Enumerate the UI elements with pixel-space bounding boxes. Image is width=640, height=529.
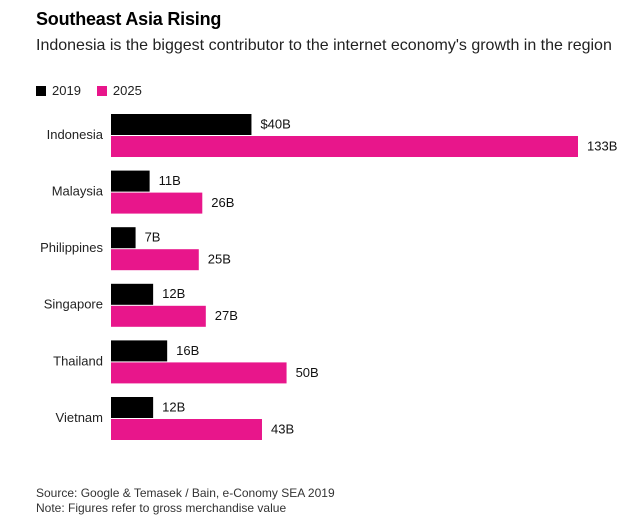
data-label-thailand-2019: 16B xyxy=(176,343,199,358)
category-label-malaysia: Malaysia xyxy=(52,184,104,199)
bar-indonesia-2019 xyxy=(111,114,252,135)
legend-swatch-2025 xyxy=(96,85,107,96)
bar-malaysia-2019 xyxy=(111,170,150,192)
chart-subtitle: Indonesia is the biggest contributor to … xyxy=(36,37,612,54)
footnote: Note: Figures refer to gross merchandise… xyxy=(36,501,287,515)
legend-item-2025: 2025 xyxy=(96,83,142,98)
bar-malaysia-2025 xyxy=(111,192,203,214)
chart-footer: Source: Google & Temasek / Bain, e-Conom… xyxy=(36,486,335,516)
data-label-thailand-2025: 50B xyxy=(296,365,319,380)
data-label-vietnam-2019: 12B xyxy=(162,399,185,414)
bar-vietnam-2019 xyxy=(111,397,154,418)
category-label-thailand: Thailand xyxy=(53,353,103,368)
legend-item-2019: 2019 xyxy=(36,83,81,98)
chart-title: Southeast Asia Rising xyxy=(36,9,222,29)
category-label-singapore: Singapore xyxy=(44,297,103,312)
bar-thailand-2019 xyxy=(111,340,168,362)
category-label-philippines: Philippines xyxy=(40,240,103,255)
legend-label-2025: 2025 xyxy=(112,83,142,98)
bar-singapore-2019 xyxy=(111,283,154,305)
bar-thailand-2025 xyxy=(111,362,287,384)
bar-chart: Indonesia $40B 133B Malaysia 11B 26B Philippin… xyxy=(40,114,617,440)
category-label-indonesia: Indonesia xyxy=(47,127,104,142)
data-label-singapore-2025: 27B xyxy=(215,308,238,323)
category-label-vietnam: Vietnam xyxy=(56,410,103,425)
bar-vietnam-2025 xyxy=(111,419,262,440)
data-label-malaysia-2025: 26B xyxy=(211,195,234,210)
legend-label-2019: 2019 xyxy=(52,83,81,98)
data-label-philippines-2025: 25B xyxy=(208,252,231,267)
data-label-vietnam-2025: 43B xyxy=(271,421,294,436)
legend-swatch-2019 xyxy=(36,85,46,96)
bar-singapore-2025 xyxy=(111,305,206,327)
data-label-singapore-2019: 12B xyxy=(162,286,185,301)
data-label-malaysia-2019: 11B xyxy=(159,173,181,188)
legend: 2019 2025 xyxy=(36,83,158,98)
bar-philippines-2019 xyxy=(111,227,136,249)
source-note: Source: Google & Temasek / Bain, e-Conom… xyxy=(36,486,335,500)
bar-indonesia-2025 xyxy=(111,136,578,157)
bar-philippines-2025 xyxy=(111,249,199,271)
data-label-indonesia-2025: 133B xyxy=(587,138,617,153)
data-label-philippines-2019: 7B xyxy=(145,230,161,245)
data-label-indonesia-2019: $40B xyxy=(260,116,290,131)
